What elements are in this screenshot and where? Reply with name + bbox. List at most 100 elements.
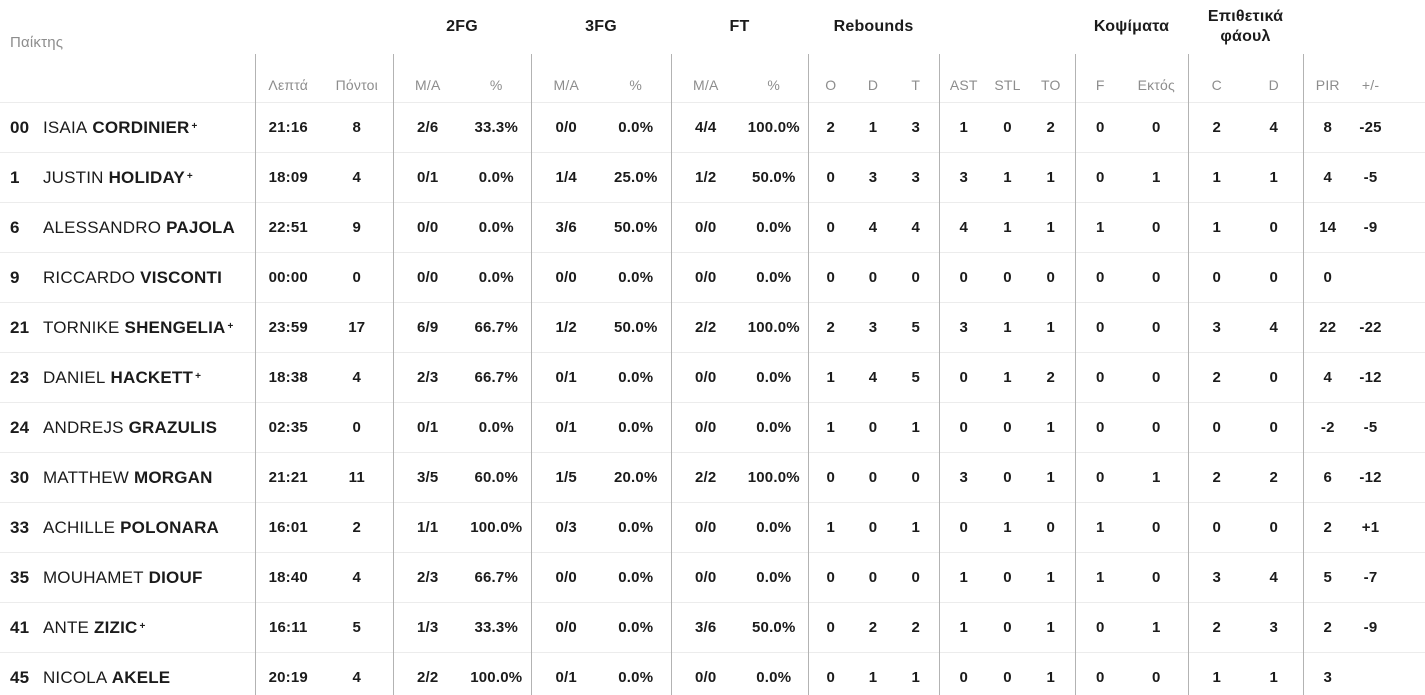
player-cell: 24 ANDREJS GRAZULIS <box>0 403 255 453</box>
stat-plusminus: -9 <box>1363 619 1378 636</box>
stat-fouls: 1 <box>1074 202 1126 253</box>
stat-plusminus <box>1352 653 1425 695</box>
stat-2fg-pct: 0.0% <box>478 219 514 236</box>
stat-pir: 2 <box>1302 502 1353 553</box>
stat-minutes: 16:01 <box>254 502 321 553</box>
stat-stl: 0 <box>1003 119 1012 136</box>
table-row: 30 MATTHEW MORGAN 21:21 11 3/5 60.0% 1/5… <box>0 452 1425 503</box>
stat-minutes: 18:40 <box>254 552 321 603</box>
stat-pir: 8 <box>1302 102 1353 153</box>
stat-minutes: 21:21 <box>254 452 321 503</box>
stat-reb-t: 1 <box>911 669 921 686</box>
stat-pir: 6 <box>1302 452 1353 503</box>
stat-2fg-ma: 0/1 <box>392 402 462 453</box>
stat-ektos: 0 <box>1151 669 1161 686</box>
stat-reb-t: 0 <box>911 469 921 486</box>
stat-ft-ma: 0/0 <box>670 252 740 303</box>
player-last-name: PAJOLA <box>166 217 235 237</box>
player-first-name: DANIEL <box>42 367 106 387</box>
stat-reb-d: 2 <box>868 619 878 636</box>
stat-ektos: 0 <box>1151 219 1161 236</box>
stat-3fg-ma: 0/1 <box>530 352 601 403</box>
stat-fouls: 0 <box>1074 302 1126 353</box>
player-first-name: ANDREJS <box>42 417 124 437</box>
stat-reb-t: 2 <box>911 619 921 636</box>
stat-ft-ma: 2/2 <box>670 452 740 503</box>
stat-2fg-ma: 2/2 <box>392 652 462 695</box>
stat-minutes: 18:38 <box>254 352 321 403</box>
stat-3fg-pct: 0.0% <box>618 519 654 536</box>
stat-minutes: 18:09 <box>254 152 321 203</box>
stat-plusminus: -12 <box>1359 369 1382 386</box>
player-cell: 1 JUSTIN HOLIDAY + <box>0 153 255 203</box>
stat-foul-c: 0 <box>1187 502 1246 553</box>
stat-ektos: 1 <box>1151 469 1161 486</box>
stat-stl: 0 <box>1003 669 1012 686</box>
stat-fouls: 0 <box>1074 602 1126 653</box>
stat-points: 8 <box>352 119 362 136</box>
stat-2fg-ma: 3/5 <box>392 452 462 503</box>
player-cell: 6 ALESSANDRO PAJOLA <box>0 203 255 253</box>
stat-to: 1 <box>1046 569 1056 586</box>
jersey-number: 00 <box>10 117 30 137</box>
stat-reb-o: 0 <box>807 602 854 653</box>
stat-foul-d: 0 <box>1269 369 1279 386</box>
stat-3fg-ma: 0/0 <box>530 552 601 603</box>
stat-stl: 0 <box>1003 419 1012 436</box>
stat-pir: 0 <box>1302 252 1353 303</box>
stat-fouls: 0 <box>1074 452 1126 503</box>
stat-3fg-ma: 0/3 <box>530 502 601 553</box>
stat-reb-d: 1 <box>868 669 878 686</box>
table-row: 41 ANTE ZIZIC + 16:11 5 1/3 33.3% 0/0 0.0… <box>0 602 1425 653</box>
stat-2fg-pct: 100.0% <box>470 519 523 536</box>
table-row: 00 ISAIA CORDINIER + 21:16 8 2/6 33.3% 0/… <box>0 102 1425 153</box>
player-last-name: HACKETT <box>110 367 194 387</box>
stat-foul-c: 2 <box>1187 102 1246 153</box>
stat-ektos: 0 <box>1151 419 1161 436</box>
stat-foul-c: 1 <box>1187 202 1246 253</box>
col-header-ft-pct: % <box>767 77 781 93</box>
stat-2fg-ma: 2/3 <box>392 552 462 603</box>
stat-fouls: 0 <box>1074 102 1126 153</box>
stat-foul-c: 2 <box>1187 452 1246 503</box>
stat-3fg-ma: 0/0 <box>530 102 601 153</box>
stat-3fg-pct: 50.0% <box>613 219 658 236</box>
jersey-number: 21 <box>10 317 30 337</box>
stat-reb-o: 1 <box>807 402 854 453</box>
stat-stl: 0 <box>1003 469 1012 486</box>
starter-icon: + <box>186 170 193 182</box>
group-header-spacer <box>1303 0 1425 54</box>
player-last-name: GRAZULIS <box>128 417 218 437</box>
stat-plusminus: -12 <box>1359 469 1382 486</box>
stat-foul-d: 4 <box>1269 119 1279 136</box>
stat-stl: 0 <box>1003 269 1012 286</box>
stat-ektos: 0 <box>1151 119 1161 136</box>
player-last-name: DIOUF <box>148 567 203 587</box>
stat-reb-o: 2 <box>807 102 854 153</box>
stat-pir: 22 <box>1302 302 1353 353</box>
stat-reb-o: 0 <box>807 552 854 603</box>
jersey-number: 30 <box>10 467 30 487</box>
player-first-name: MATTHEW <box>42 467 130 487</box>
player-first-name: ANTE <box>42 617 90 637</box>
player-first-name: TORNIKE <box>42 317 120 337</box>
stat-foul-d: 0 <box>1269 219 1279 236</box>
stat-to: 1 <box>1046 169 1056 186</box>
stat-3fg-pct: 0.0% <box>618 369 654 386</box>
stat-ast: 0 <box>938 502 989 553</box>
col-header-ektos: Εκτός <box>1137 77 1175 93</box>
stat-points: 0 <box>352 269 362 286</box>
starter-icon: + <box>227 320 234 332</box>
stat-reb-d: 0 <box>868 519 878 536</box>
stat-ast: 0 <box>938 252 989 303</box>
stat-to: 0 <box>1046 269 1056 286</box>
stat-reb-d: 4 <box>868 219 878 236</box>
stat-pir: 2 <box>1302 602 1353 653</box>
stat-3fg-ma: 1/4 <box>530 152 601 203</box>
stat-2fg-pct: 0.0% <box>478 269 514 286</box>
stat-reb-o: 0 <box>807 202 854 253</box>
col-header-2fg-pct: % <box>489 77 503 93</box>
stat-ft-pct: 0.0% <box>756 219 792 236</box>
stat-foul-c: 1 <box>1187 152 1246 203</box>
stat-ft-ma: 2/2 <box>670 302 740 353</box>
